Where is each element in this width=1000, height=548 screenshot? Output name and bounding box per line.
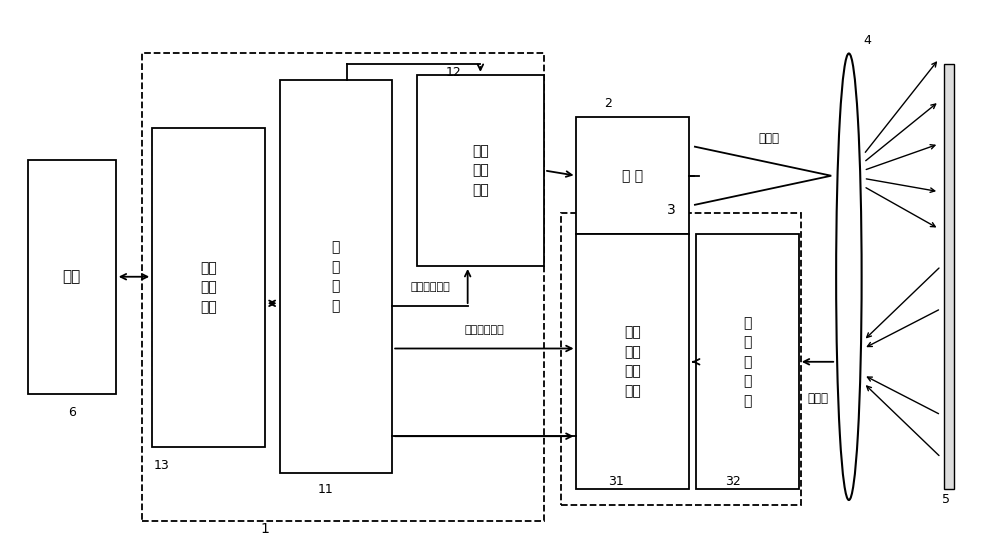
Text: 3: 3 xyxy=(667,203,676,218)
Text: 32: 32 xyxy=(725,475,741,488)
Text: 13: 13 xyxy=(154,459,170,472)
Text: 5: 5 xyxy=(942,494,950,506)
Bar xyxy=(576,234,689,489)
Text: 接收端: 接收端 xyxy=(807,392,828,406)
Text: 1: 1 xyxy=(260,522,269,536)
Bar xyxy=(696,234,799,489)
Text: 11: 11 xyxy=(318,483,333,496)
Text: 12: 12 xyxy=(446,66,462,78)
Text: 31: 31 xyxy=(608,475,624,488)
Bar xyxy=(576,117,689,234)
Text: 2: 2 xyxy=(604,98,612,111)
Text: 探
测
器
阵
列: 探 测 器 阵 列 xyxy=(743,316,752,408)
Text: 信号
采集
处理
单元: 信号 采集 处理 单元 xyxy=(624,326,641,398)
Bar xyxy=(561,213,801,505)
Text: 主
处
理
器: 主 处 理 器 xyxy=(332,241,340,313)
Text: 发射端: 发射端 xyxy=(759,132,780,145)
Bar xyxy=(28,160,116,393)
Bar xyxy=(280,80,392,473)
Text: 伪随机码序列: 伪随机码序列 xyxy=(464,325,504,335)
Text: 4: 4 xyxy=(864,33,871,47)
Text: 6: 6 xyxy=(68,406,76,419)
Text: 光源
驱动
电路: 光源 驱动 电路 xyxy=(472,144,489,197)
Bar xyxy=(152,128,265,447)
Bar xyxy=(142,54,544,521)
Text: 光 源: 光 源 xyxy=(622,169,643,182)
Bar xyxy=(417,75,544,266)
Text: 伪随机码序列: 伪随机码序列 xyxy=(410,282,450,293)
Bar xyxy=(944,64,954,489)
Text: 外设: 外设 xyxy=(63,269,81,284)
Text: 外设
接口
电路: 外设 接口 电路 xyxy=(200,261,217,314)
